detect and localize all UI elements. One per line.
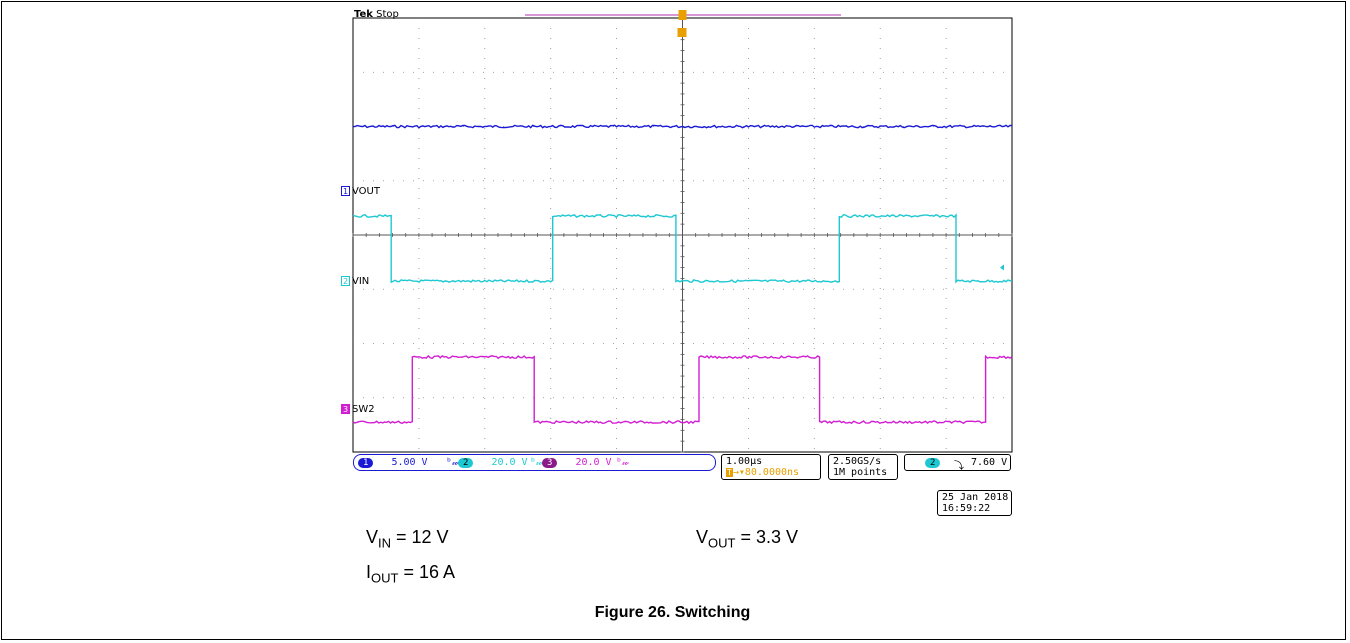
trigger-point-icon [678, 10, 687, 20]
trigger-delay: T→▾80.0000ns [726, 467, 800, 478]
ch1-badge: 1 [358, 458, 374, 468]
datetime-panel: 25 Jan 2018 16:59:22 [937, 490, 1012, 516]
sample-rate: 2.50GS/s [833, 456, 882, 467]
graticule [352, 17, 1013, 453]
trigger-source: 2 [925, 457, 941, 468]
bw-limit-icon: ᵇ𝓌 [446, 457, 459, 468]
trigger-channel-badge: 2 [925, 458, 941, 468]
bw-limit-icon: ᵇ𝓌 [530, 457, 543, 468]
vin-subscript: IN [378, 535, 392, 551]
ch3-badge: 3 [542, 458, 558, 468]
ch3-scale: 3 20.0 V [542, 457, 612, 468]
channel-name: VIN [352, 276, 370, 287]
figure-title: Figure 26. Switching [594, 604, 751, 621]
vout-condition: VOUT = 3.3 V [696, 527, 798, 551]
waveform-traces [352, 124, 1013, 425]
timebase-value: 1.00µs [726, 456, 763, 467]
iout-subscript: OUT [371, 570, 399, 586]
vin-value: = 12 V [391, 527, 449, 547]
trace-vin [352, 213, 1013, 284]
vout-value: = 3.3 V [735, 527, 799, 547]
brand-label: Tek [354, 9, 373, 20]
ch2-badge: 2 [458, 458, 474, 468]
channel-number-badge: 1 [341, 186, 350, 196]
channel-label-vout: 1 VOUT [341, 186, 380, 197]
trigger-time-icon [677, 28, 687, 37]
ch2-scale: 2 20.0 V [458, 457, 528, 468]
iout-condition: IOUT = 16 A [366, 562, 455, 586]
trigger-panel: 2 ⤵ 7.60 V [904, 454, 1011, 472]
vin-symbol: V [366, 527, 379, 547]
date-value: 25 Jan 2018 [942, 492, 1009, 503]
horizontal-panel: 1.00µs T→▾80.0000ns [721, 454, 821, 480]
iout-symbol: I [366, 562, 372, 582]
ch1-scale-value: 5.00 V [391, 457, 428, 468]
scope-header: Tek Stop [354, 9, 399, 20]
trigger-marker-icon: T [726, 468, 733, 477]
channel-label-sw2: 3 SW2 [341, 404, 375, 415]
channel-name: VOUT [352, 186, 380, 197]
trace-vout [352, 124, 1012, 129]
vertical-scale-panel: 1 5.00 V ᵇ𝓌 2 20.0 V ᵇ𝓌 3 20.0 V ᵇ𝓌 [353, 454, 716, 471]
trace-sw2 [352, 354, 1013, 425]
ch3-scale-value: 20.0 V [575, 457, 612, 468]
ch2-scale-value: 20.0 V [491, 457, 528, 468]
channel-number-badge: 2 [341, 276, 350, 286]
trigger-level-arrow [1000, 264, 1004, 271]
acq-state: Stop [376, 9, 399, 20]
vout-subscript: OUT [708, 535, 736, 551]
ch1-scale: 1 5.00 V [358, 457, 428, 468]
trigger-position-bar [525, 10, 1004, 271]
record-length: 1M points [833, 467, 888, 478]
trigger-slope-icon: ⤵ [954, 461, 964, 472]
acquisition-panel: 2.50GS/s 1M points [828, 454, 898, 480]
channel-label-vin: 2 VIN [341, 276, 369, 287]
trigger-delay-value: 80.0000ns [744, 467, 800, 478]
vin-condition: VIN = 12 V [366, 527, 449, 551]
vout-symbol: V [696, 527, 709, 547]
channel-name: SW2 [352, 404, 375, 415]
iout-value: = 16 A [398, 562, 456, 582]
bw-limit-icon: ᵇ𝓌 [616, 457, 629, 468]
trigger-level: 7.60 V [971, 457, 1008, 468]
time-value: 16:59:22 [942, 503, 991, 514]
channel-number-badge: 3 [341, 404, 350, 414]
